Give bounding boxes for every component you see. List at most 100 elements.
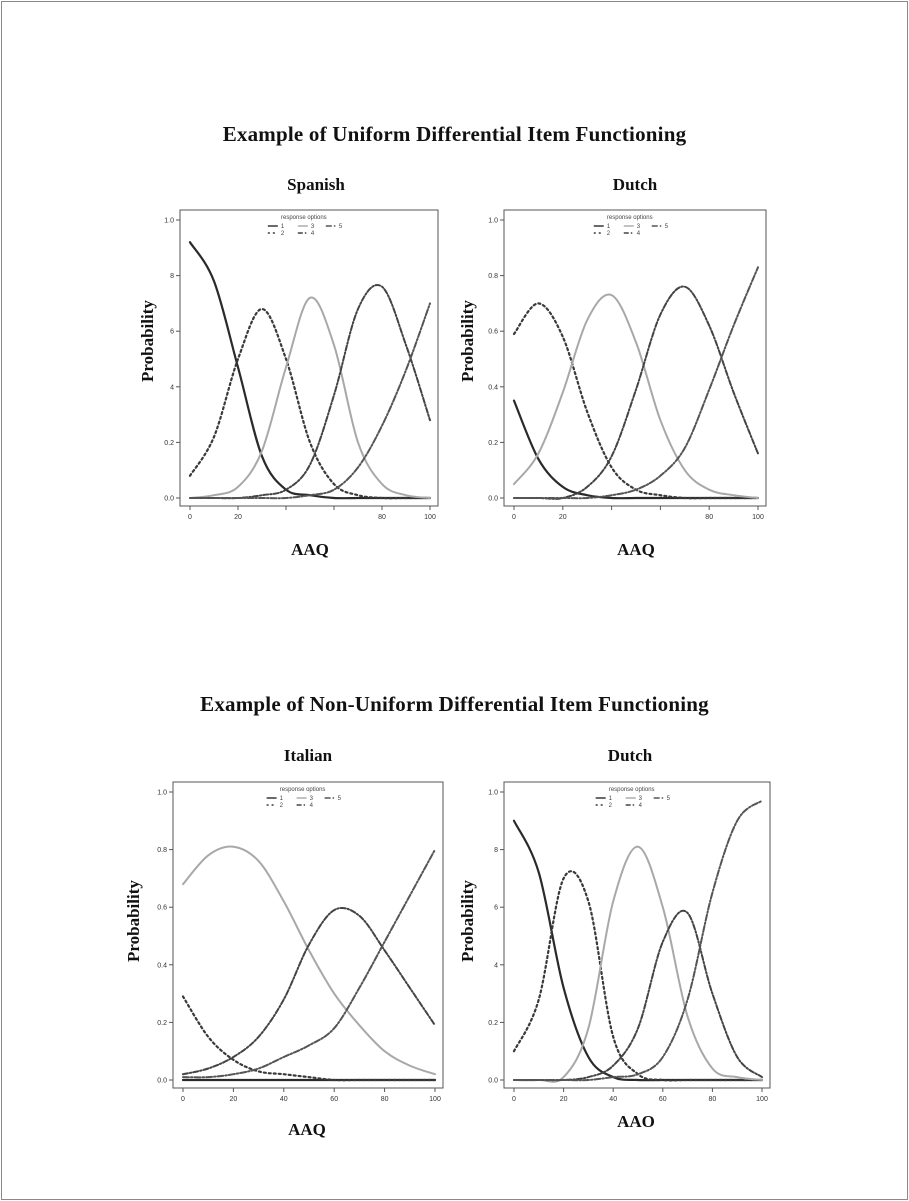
legend-label-5: 5 — [667, 796, 671, 802]
legend-label-2: 2 — [609, 803, 613, 809]
legend-title: response options — [607, 215, 653, 221]
series-line-2 — [512, 302, 760, 500]
x-tick-label: 100 — [756, 1096, 768, 1103]
legend-label-5: 5 — [338, 796, 342, 802]
x-tick-label: 20 — [560, 1096, 568, 1103]
legend-label-5: 5 — [339, 224, 343, 230]
x-axis-label-dutch-uniform: AAQ — [617, 540, 655, 559]
x-tick-label: 0 — [512, 514, 516, 521]
legend-label-1: 1 — [607, 224, 611, 230]
y-tick-label: 1.0 — [164, 218, 174, 225]
legend-label-3: 3 — [637, 224, 641, 230]
y-tick-label: 4 — [494, 962, 498, 969]
y-axis-label-dutch-non-uniform: Probability — [458, 880, 477, 962]
x-tick-label: 80 — [381, 1096, 389, 1103]
series-line-5 — [189, 302, 431, 500]
legend-label-4: 4 — [311, 231, 315, 237]
y-tick-label: 1.0 — [157, 790, 167, 797]
chart-dutch-non-uniform: 0.0 0.2 4 6 8 1.0 0 20 40 60 80 100 response options… — [488, 781, 771, 1103]
y-tick-label: 0.6 — [488, 329, 498, 336]
panel-title-italian: Italian — [283, 746, 333, 765]
legend-label-2: 2 — [281, 231, 285, 237]
chart-dutch-uniform: 0.0 0.2 0.4 0.6 0.8 1.0 0 20 80 100 response optio… — [488, 209, 767, 521]
legend-label-3: 3 — [311, 224, 315, 230]
y-tick-label: 6 — [170, 329, 174, 336]
x-tick-label: 80 — [705, 514, 713, 521]
series-line-5 — [513, 799, 763, 1082]
legend-label-3: 3 — [310, 796, 314, 802]
legend-label-5: 5 — [665, 224, 669, 230]
y-tick-label: 1.0 — [488, 790, 498, 797]
y-tick-label: 0.2 — [164, 440, 174, 447]
y-tick-label: 4 — [170, 384, 174, 391]
x-tick-label: 40 — [609, 1096, 617, 1103]
legend-title: response options — [280, 787, 326, 793]
legend-label-1: 1 — [609, 796, 613, 802]
x-tick-label: 80 — [709, 1096, 717, 1103]
y-tick-label: 0.0 — [164, 496, 174, 503]
x-tick-label: 0 — [181, 1096, 185, 1103]
y-tick-label: 8 — [494, 847, 498, 854]
y-tick-label: 6 — [494, 905, 498, 912]
legend-title: response options — [609, 787, 655, 793]
series-line-4 — [513, 285, 759, 500]
y-tick-label: 1.0 — [488, 218, 498, 225]
series-line-5 — [182, 848, 436, 1079]
plot-box — [503, 781, 771, 1089]
x-axis-label-dutch-non-uniform: AAO — [617, 1112, 655, 1131]
y-tick-label: 0.6 — [157, 905, 167, 912]
x-tick-label: 20 — [234, 514, 242, 521]
series-line-2 — [512, 870, 764, 1082]
section-title-non-uniform: Example of Non-Uniform Differential Item… — [200, 692, 709, 716]
x-tick-label: 20 — [559, 514, 567, 521]
legend-label-3: 3 — [639, 796, 643, 802]
y-axis-label-italian: Probability — [124, 880, 143, 962]
series-line-1 — [512, 399, 760, 500]
x-tick-label: 100 — [752, 514, 764, 521]
panel-title-dutch-non-uniform: Dutch — [607, 746, 653, 765]
x-axis-label-italian: AAQ — [288, 1120, 326, 1139]
y-tick-label: 0.0 — [488, 1078, 498, 1085]
legend-title: response options — [281, 215, 327, 221]
y-tick-label: 8 — [170, 273, 174, 280]
y-tick-label: 0.0 — [488, 496, 498, 503]
x-axis-label-spanish: AAQ — [291, 540, 329, 559]
legend-label-2: 2 — [607, 231, 611, 237]
x-tick-label: 40 — [280, 1096, 288, 1103]
y-tick-label: 0.4 — [488, 384, 498, 391]
panel-title-dutch-uniform: Dutch — [612, 175, 658, 194]
section-title-uniform: Example of Uniform Differential Item Fun… — [222, 122, 687, 146]
y-tick-label: 0.2 — [488, 1020, 498, 1027]
series-line-4 — [182, 907, 436, 1076]
series-line-5 — [513, 266, 759, 500]
panel-title-spanish: Spanish — [287, 175, 345, 194]
plot-box — [172, 781, 444, 1089]
y-tick-label: 0.8 — [488, 273, 498, 280]
series-line-4 — [189, 284, 431, 500]
plot-box — [179, 209, 439, 507]
legend-label-4: 4 — [310, 803, 314, 809]
plot-box — [503, 209, 767, 507]
x-tick-label: 60 — [330, 1096, 338, 1103]
series-line-3 — [189, 296, 431, 499]
chart-spanish: 0.0 0.2 4 6 8 1.0 0 20 80 100 response options 1 3 5 2… — [164, 209, 439, 521]
x-tick-label: 20 — [230, 1096, 238, 1103]
series-line-3 — [513, 293, 759, 499]
series-line-2 — [188, 307, 432, 500]
x-tick-label: 0 — [512, 1096, 516, 1103]
y-tick-label: 0.2 — [157, 1020, 167, 1027]
series-line-2 — [181, 995, 437, 1082]
legend-label-2: 2 — [280, 803, 284, 809]
series-line-3 — [513, 845, 763, 1083]
y-axis-label-spanish: Probability — [138, 300, 157, 382]
x-tick-label: 100 — [429, 1096, 441, 1103]
y-tick-label: 0.4 — [157, 962, 167, 969]
series-line-3 — [182, 845, 436, 1076]
legend-label-4: 4 — [639, 803, 643, 809]
legend-label-1: 1 — [280, 796, 284, 802]
x-tick-label: 80 — [378, 514, 386, 521]
chart-italian: 0.0 0.2 0.4 0.6 0.8 1.0 0 20 40 60 80 100 response o… — [157, 781, 444, 1103]
series-line-1 — [512, 819, 764, 1082]
legend-label-1: 1 — [281, 224, 285, 230]
